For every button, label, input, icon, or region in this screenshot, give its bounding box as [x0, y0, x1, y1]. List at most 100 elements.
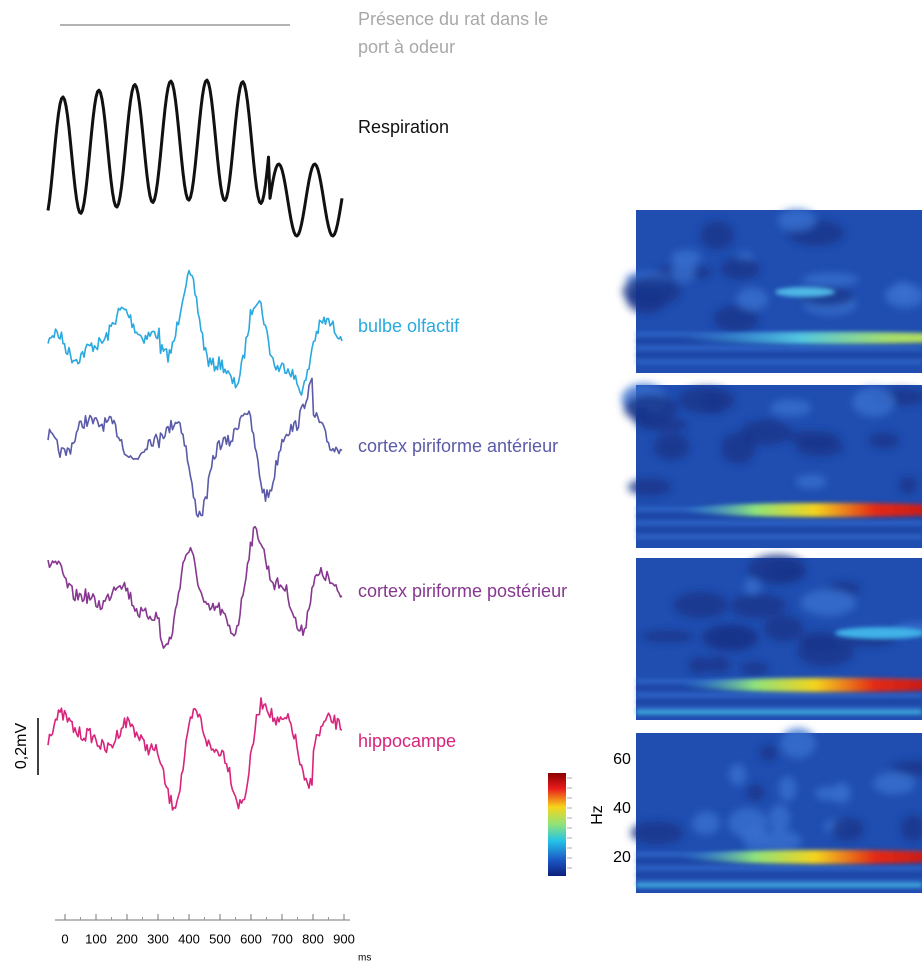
- band: [636, 867, 922, 869]
- blob: [798, 631, 841, 648]
- blob: [630, 821, 684, 845]
- time-tick-label: 0: [61, 931, 68, 946]
- blob: [728, 763, 747, 786]
- blob: [831, 817, 865, 841]
- frequency-tick-label: 40: [613, 800, 631, 817]
- blob: [756, 830, 802, 852]
- trace: [47, 377, 343, 518]
- blob: [720, 257, 760, 280]
- blob: [900, 814, 922, 842]
- time-ticks: 0 100 200 300 400 500 600 700 800 900: [61, 914, 355, 946]
- trace-label: bulbe olfactif: [358, 316, 460, 336]
- frequency-tick-label: 20: [613, 849, 631, 866]
- blob: [746, 784, 765, 801]
- blob: [728, 808, 768, 838]
- blob: [769, 804, 790, 833]
- blob: [777, 209, 817, 232]
- blob: [890, 760, 922, 776]
- blob: [713, 305, 759, 333]
- time-tick-label: 500: [209, 931, 231, 946]
- blob: [688, 657, 710, 674]
- spectral-band: [835, 627, 922, 639]
- time-unit: ms: [358, 953, 371, 964]
- blob: [851, 387, 895, 417]
- blob: [899, 476, 918, 494]
- time-tick-label: 600: [240, 931, 262, 946]
- band: [636, 354, 922, 356]
- spectrograms: [621, 209, 922, 893]
- blob: [785, 430, 840, 444]
- trace: [46, 78, 344, 238]
- trace: [47, 697, 343, 811]
- trace-label: Respiration: [358, 117, 449, 137]
- blob: [872, 772, 916, 795]
- blob: [700, 221, 735, 250]
- scale-bar-label: 0,2mV: [13, 723, 30, 770]
- blob: [759, 745, 778, 761]
- colorbar: [548, 773, 566, 876]
- band: [636, 536, 922, 538]
- frequency-ticks: 60 40 20: [567, 751, 631, 869]
- spectrogram-texture: [622, 209, 922, 333]
- blob: [720, 432, 756, 464]
- blob: [747, 554, 807, 585]
- blob: [832, 782, 851, 804]
- blob: [641, 630, 694, 643]
- trace-label: cortex piriforme antérieur: [358, 436, 558, 456]
- blob: [743, 578, 761, 595]
- time-tick-label: 400: [178, 931, 200, 946]
- spectral-band: [680, 678, 922, 692]
- band: [636, 522, 922, 524]
- time-tick-label: 800: [302, 931, 324, 946]
- spectral-band: [775, 287, 835, 297]
- band: [636, 347, 922, 349]
- blob: [692, 811, 720, 835]
- frequency-tick-label: 60: [613, 751, 631, 768]
- time-tick-label: 100: [85, 931, 107, 946]
- blob: [740, 662, 769, 675]
- band: [636, 874, 922, 876]
- spectrogram-texture: [630, 728, 922, 852]
- blob: [703, 393, 725, 414]
- blob: [730, 593, 787, 619]
- spectral-band: [680, 332, 922, 344]
- time-tick-label: 900: [333, 931, 355, 946]
- trace-label: cortex piriforme postérieur: [358, 581, 567, 601]
- spectral-band: [680, 850, 922, 864]
- blob: [763, 615, 804, 642]
- presence-label: port à odeur: [358, 37, 455, 57]
- band: [636, 701, 922, 703]
- blob: [868, 432, 900, 449]
- band: [636, 708, 922, 710]
- blob: [884, 283, 922, 309]
- presence-label: Présence du rat dans le: [358, 9, 548, 29]
- blob: [707, 656, 731, 673]
- blob: [736, 287, 769, 311]
- band: [636, 529, 922, 531]
- spectrogram-texture: [621, 383, 922, 496]
- blob: [622, 276, 681, 307]
- blob: [653, 433, 690, 461]
- time-tick-label: 200: [116, 931, 138, 946]
- frequency-unit: Hz: [589, 805, 606, 825]
- trace: [47, 525, 343, 649]
- time-tick-label: 300: [147, 931, 169, 946]
- spectrogram-texture: [641, 554, 922, 675]
- band: [636, 361, 922, 363]
- time-tick-label: 700: [271, 931, 293, 946]
- traces: Respiration bulbe olfactif cortex piriform…: [46, 78, 567, 811]
- blob: [780, 728, 816, 759]
- band: [636, 694, 922, 696]
- blob: [627, 478, 672, 496]
- trace: [47, 269, 343, 396]
- band: [636, 881, 922, 883]
- blob: [673, 591, 728, 619]
- blob: [770, 399, 812, 417]
- blob: [623, 394, 678, 424]
- blob: [795, 474, 827, 489]
- blob: [801, 273, 859, 287]
- band: [636, 884, 922, 887]
- blob: [778, 776, 797, 802]
- trace-label: hippocampe: [358, 731, 456, 751]
